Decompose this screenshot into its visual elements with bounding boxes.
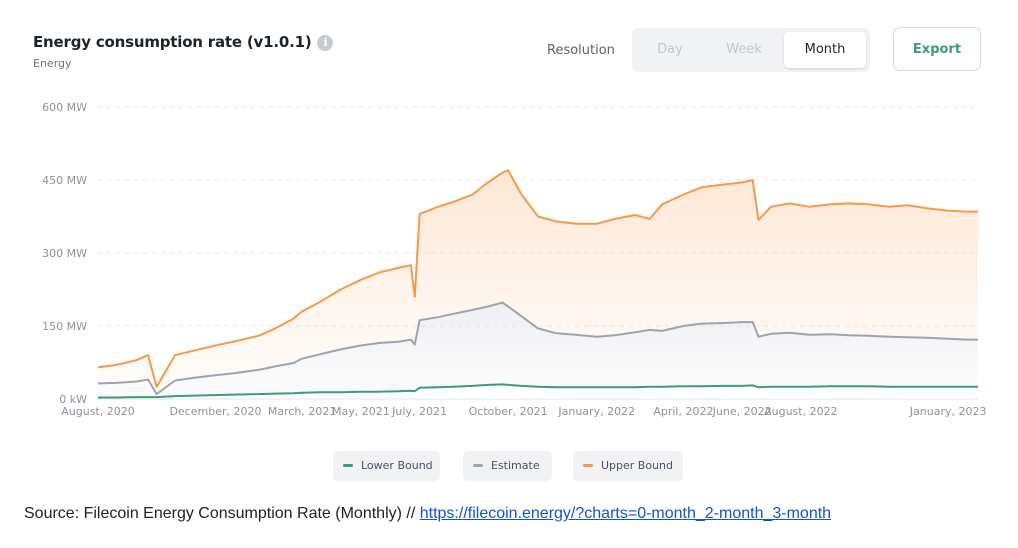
legend-item-estimate[interactable]: Estimate — [463, 451, 552, 481]
legend-item-lower-bound[interactable]: Lower Bound — [333, 451, 440, 481]
resolution-option-week[interactable]: Week — [726, 42, 762, 57]
legend-label-lower-bound: Lower Bound — [361, 459, 433, 472]
legend-swatch-lower-bound — [343, 464, 353, 467]
resolution-option-day[interactable]: Day — [657, 42, 683, 57]
chart-subtitle: Energy — [33, 57, 72, 70]
source-prefix: Source: Filecoin Energy Consumption Rate… — [24, 505, 420, 522]
legend-item-upper-bound[interactable]: Upper Bound — [573, 451, 683, 481]
chart-title: Energy consumption rate (v1.0.1) i — [33, 33, 334, 51]
estimate-area — [98, 302, 978, 398]
source-caption: Source: Filecoin Energy Consumption Rate… — [24, 505, 831, 523]
y-tick-label: 450 MW — [42, 174, 87, 187]
info-icon[interactable]: i — [317, 35, 334, 51]
x-tick-label: January, 2022 — [557, 405, 635, 418]
resolution-selector: Day Week Month — [632, 28, 870, 72]
x-tick-label: July, 2021 — [391, 405, 447, 418]
x-tick-label: December, 2020 — [169, 405, 261, 418]
upper-bound-area — [98, 170, 978, 395]
upper-bound-line — [97, 169, 978, 388]
x-tick-label: August, 2020 — [61, 405, 134, 418]
legend-label-estimate: Estimate — [491, 459, 540, 472]
legend-swatch-upper-bound — [583, 464, 593, 467]
y-tick-label: 0 kW — [59, 393, 87, 406]
y-tick-label: 150 MW — [42, 320, 87, 333]
export-button[interactable]: Export — [893, 27, 981, 71]
chart-title-text: Energy consumption rate (v1.0.1) — [33, 33, 312, 51]
x-tick-label: March, 2021 — [268, 405, 337, 418]
resolution-option-month[interactable]: Month — [784, 32, 866, 68]
x-tick-label: June, 2022 — [712, 405, 772, 418]
lower-bound-line — [98, 383, 978, 399]
x-tick-label: April, 2022 — [653, 405, 713, 418]
x-tick-label: August, 2022 — [764, 405, 837, 418]
y-tick-label: 300 MW — [42, 247, 87, 260]
x-tick-label: October, 2021 — [469, 405, 548, 418]
estimate-line — [97, 301, 978, 396]
y-tick-label: 600 MW — [42, 101, 87, 114]
x-tick-label: January, 2023 — [909, 405, 987, 418]
x-tick-label: May, 2021 — [332, 405, 390, 418]
resolution-label: Resolution — [547, 43, 615, 58]
legend-label-upper-bound: Upper Bound — [601, 459, 674, 472]
legend-swatch-estimate — [473, 464, 483, 467]
source-link[interactable]: https://filecoin.energy/?charts=0-month_… — [419, 505, 832, 522]
